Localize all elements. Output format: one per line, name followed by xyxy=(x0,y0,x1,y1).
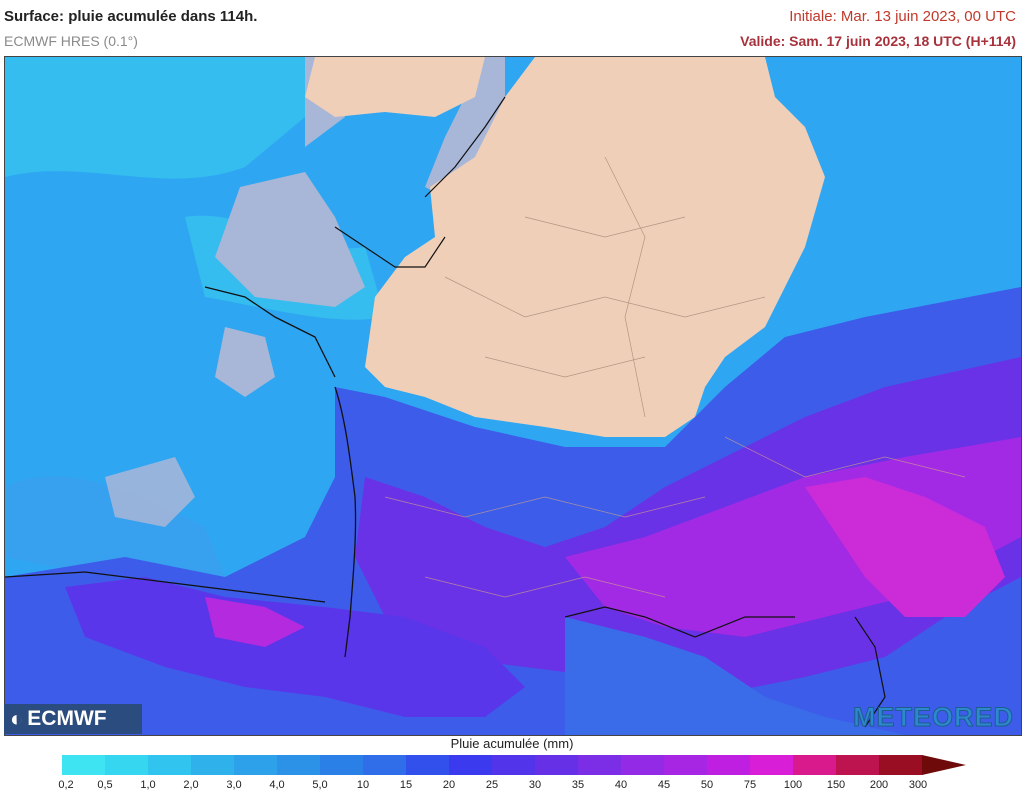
admin-borders-south xyxy=(384,436,966,598)
legend-title: Pluie acumulée (mm) xyxy=(450,736,574,751)
legend-tick-label: 150 xyxy=(826,779,846,791)
legend-tick-label: 5,0 xyxy=(312,779,328,791)
ecmwf-mark-icon: ◐ xyxy=(10,706,24,731)
admin-borders xyxy=(444,156,766,418)
rain-field-extreme xyxy=(805,477,1005,617)
precipitation-map[interactable] xyxy=(4,56,1022,736)
legend-swatch xyxy=(836,755,880,775)
legend-tick-label: 35 xyxy=(571,779,585,791)
legend-swatch xyxy=(449,755,493,775)
legend-tick-label: 75 xyxy=(743,779,757,791)
legend-tick-label: 4,0 xyxy=(269,779,285,791)
initial-run-time: Initiale: Mar. 13 juin 2023, 00 UTC xyxy=(789,8,1016,25)
legend-tick-label: 200 xyxy=(869,779,889,791)
legend-swatch xyxy=(535,755,579,775)
coastline-spain-north xyxy=(5,571,326,603)
model-name: ECMWF HRES (0.1°) xyxy=(4,33,138,49)
legend-tick-label: 25 xyxy=(485,779,499,791)
coastline-north xyxy=(424,96,506,198)
map-canvas xyxy=(5,57,1021,735)
meteored-logo: METEORED xyxy=(852,702,1014,733)
legend-swatch xyxy=(363,755,407,775)
legend-tick-label: 50 xyxy=(700,779,714,791)
ecmwf-logo-text: ECMWF xyxy=(27,707,107,730)
legend-color-bar xyxy=(62,755,966,775)
legend-swatch xyxy=(406,755,450,775)
legend-tick-label: 1,0 xyxy=(140,779,156,791)
legend-tick-label: 30 xyxy=(528,779,542,791)
valid-time: Valide: Sam. 17 juin 2023, 18 UTC (H+114… xyxy=(740,33,1016,49)
legend-tick-label: 0,5 xyxy=(97,779,113,791)
coastline-mediterranean xyxy=(564,606,795,638)
legend-tick-label: 45 xyxy=(657,779,671,791)
legend-swatch xyxy=(234,755,278,775)
legend-tick-label: 20 xyxy=(442,779,456,791)
coastline-brittany xyxy=(204,286,336,378)
ecmwf-logo: ◐ ECMWF xyxy=(4,704,142,734)
legend-swatch xyxy=(621,755,665,775)
dry-land-england xyxy=(305,57,485,117)
dry-sea-channel-east xyxy=(425,57,505,197)
legend-swatch xyxy=(492,755,536,775)
dry-sea-patch xyxy=(105,457,195,527)
legend-tick-label: 15 xyxy=(399,779,413,791)
legend-tick-label: 100 xyxy=(783,779,803,791)
rain-field-light xyxy=(5,476,225,584)
coastline-atlantic xyxy=(334,386,357,658)
rain-field-pyrenees xyxy=(65,577,525,717)
legend-tick-label: 40 xyxy=(614,779,628,791)
rain-field-sea-med xyxy=(565,617,905,735)
legend-swatch xyxy=(707,755,751,775)
legend-swatch xyxy=(578,755,622,775)
legend-swatch xyxy=(277,755,321,775)
legend-swatch xyxy=(62,755,106,775)
legend-tick-label: 3,0 xyxy=(226,779,242,791)
rain-field-extreme xyxy=(205,597,305,647)
dry-sea-bay xyxy=(215,327,275,397)
coastline-normandy xyxy=(334,226,446,268)
legend-arrow xyxy=(922,755,966,775)
legend-tick-label: 2,0 xyxy=(183,779,199,791)
rain-field-cyan xyxy=(5,57,335,179)
legend-swatch xyxy=(750,755,794,775)
legend-swatch xyxy=(793,755,837,775)
coastline-corsica xyxy=(854,616,886,728)
legend-swatch xyxy=(148,755,192,775)
legend-tick-label: 10 xyxy=(356,779,370,791)
legend-tick-label: 0,2 xyxy=(58,779,74,791)
legend-swatch xyxy=(879,755,923,775)
dry-sea-channel xyxy=(215,172,365,307)
map-title: Surface: pluie acumulée dans 114h. xyxy=(4,8,258,25)
legend-tick-label: 300 xyxy=(908,779,928,791)
legend-labels: 0,2 0,5 1,0 2,0 3,0 4,0 5,0 10 15 20 25 30 35 40 45 50 7… xyxy=(0,779,1024,795)
legend-swatch xyxy=(664,755,708,775)
dry-land-france xyxy=(365,57,825,437)
legend-swatch xyxy=(320,755,364,775)
legend-swatch xyxy=(191,755,235,775)
legend-swatch xyxy=(105,755,149,775)
